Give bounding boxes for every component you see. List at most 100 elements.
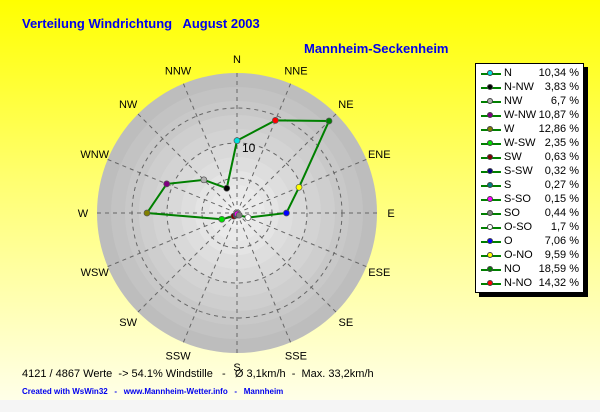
legend-item-w: W 12,86 % <box>476 123 583 137</box>
legend-value: 0,63 % <box>544 151 579 163</box>
footer-bar <box>0 400 600 412</box>
legend-marker <box>487 238 493 244</box>
radial-tick-label: 10 <box>242 141 256 155</box>
data-point-n-no <box>272 117 279 124</box>
legend-name: W-NW <box>504 109 537 121</box>
data-point-so <box>235 211 243 219</box>
legend-marker <box>487 224 493 230</box>
legend-item-nw: NW 6,7 % <box>476 95 583 109</box>
direction-label-se: SE <box>339 317 354 329</box>
data-point-o <box>283 209 290 217</box>
direction-label-sw: SW <box>119 317 137 329</box>
legend-value: 0,27 % <box>544 179 579 191</box>
data-point-o-no <box>295 183 303 191</box>
direction-label-ene: ENE <box>368 149 391 161</box>
legend-value: 18,59 % <box>538 263 579 275</box>
legend-value: 0,32 % <box>544 165 579 177</box>
legend-marker <box>487 280 493 286</box>
direction-label-wnw: WNW <box>80 149 109 161</box>
legend-item-s-sw: S-SW 0,32 % <box>476 165 583 179</box>
data-point-nw <box>200 176 208 184</box>
data-point-n <box>233 137 241 144</box>
legend-value: 2,35 % <box>544 137 579 149</box>
direction-label-nw: NW <box>119 99 138 111</box>
legend-item-w-nw: W-NW 10,87 % <box>476 109 583 123</box>
legend-item-s: S 0,27 % <box>476 179 583 193</box>
legend-name: N-NW <box>504 81 534 93</box>
direction-label-n: N <box>233 54 241 66</box>
legend-value: 12,86 % <box>538 123 579 135</box>
legend-value: 0,15 % <box>544 193 579 205</box>
legend-item-sw: SW 0,63 % <box>476 151 583 165</box>
legend-value: 0,44 % <box>544 207 579 219</box>
legend-name: S <box>504 179 512 191</box>
legend-item-o-so: O-SO 1,7 % <box>476 221 583 235</box>
legend-value: 3,83 % <box>544 81 579 93</box>
direction-label-sse: SSE <box>285 350 307 362</box>
data-point-w-sw <box>218 215 226 223</box>
direction-label-nnw: NNW <box>165 66 192 78</box>
legend-name: NW <box>504 95 523 107</box>
legend-marker <box>487 210 493 216</box>
legend-marker <box>487 126 493 132</box>
data-point-n-nw <box>223 184 231 192</box>
legend-marker <box>487 154 493 160</box>
legend-name: W <box>504 123 515 135</box>
chart-page: Verteilung Windrichtung August 2003 Mann… <box>0 0 600 400</box>
legend-value: 14,32 % <box>538 277 579 289</box>
credit-text: Created with WsWin32 - www.Mannheim-Wett… <box>22 387 284 396</box>
legend-name: SO <box>504 207 520 219</box>
legend-item-n-nw: N-NW 3,83 % <box>476 81 583 95</box>
legend-value: 6,7 % <box>550 95 579 107</box>
legend-item-o: O 7,06 % <box>476 235 583 249</box>
legend-name: S-SO <box>504 193 531 205</box>
legend-name: N-NO <box>504 277 533 289</box>
legend-item-no: NO 18,59 % <box>476 263 583 277</box>
legend-item-n: N 10,34 % <box>476 67 583 81</box>
legend-marker <box>487 98 493 104</box>
legend-value: 7,06 % <box>544 235 579 247</box>
legend-marker <box>487 252 493 258</box>
legend-name: N <box>504 67 512 79</box>
legend-value: 10,34 % <box>538 67 579 79</box>
chart-subtitle: Mannheim-Seckenheim <box>304 41 449 56</box>
chart-title: Verteilung Windrichtung August 2003 <box>22 16 260 31</box>
legend-marker <box>487 112 493 118</box>
legend-item-w-sw: W-SW 2,35 % <box>476 137 583 151</box>
legend-value: 1,7 % <box>550 221 579 233</box>
direction-label-s: S <box>233 362 240 374</box>
direction-label-wsw: WSW <box>81 267 110 279</box>
statistics-text: 4121 / 4867 Werte -> 54.1% Windstille - … <box>22 368 374 380</box>
data-point-w-nw <box>163 180 171 188</box>
direction-label-e: E <box>387 208 394 220</box>
legend-name: NO <box>504 263 521 275</box>
legend-value: 9,59 % <box>544 249 579 261</box>
legend-marker <box>487 168 493 174</box>
legend-value: 10,87 % <box>538 109 579 121</box>
legend-marker <box>487 266 493 272</box>
legend-marker <box>487 196 493 202</box>
direction-label-ne: NE <box>338 99 353 111</box>
legend-marker <box>487 70 493 76</box>
legend-item-n-no: N-NO 14,32 % <box>476 277 583 291</box>
legend-name: W-SW <box>504 137 536 149</box>
legend-name: O-SO <box>504 221 533 233</box>
legend-item-so: SO 0,44 % <box>476 207 583 221</box>
direction-label-w: W <box>78 208 89 220</box>
legend: N 10,34 % N-NW 3,83 % NW 6,7 % W-NW 10,87 % W 12,… <box>475 63 584 293</box>
legend-name: SW <box>504 151 522 163</box>
direction-label-nne: NNE <box>284 66 307 78</box>
legend-marker <box>487 182 493 188</box>
legend-marker <box>487 84 493 90</box>
direction-label-ese: ESE <box>368 267 390 279</box>
data-point-w <box>143 209 151 217</box>
legend-name: O <box>504 235 513 247</box>
legend-item-s-so: S-SO 0,15 % <box>476 193 583 207</box>
data-point-o-so <box>244 214 252 221</box>
legend-name: S-SW <box>504 165 533 177</box>
data-point-no <box>325 117 333 125</box>
legend-item-o-no: O-NO 9,59 % <box>476 249 583 263</box>
direction-label-ssw: SSW <box>166 350 192 362</box>
legend-name: O-NO <box>504 249 533 261</box>
radar-chart: N NNE NE ENE E ESE SE SSE S SSW SW WSW W WNW NW NNW 10 <box>78 54 395 374</box>
